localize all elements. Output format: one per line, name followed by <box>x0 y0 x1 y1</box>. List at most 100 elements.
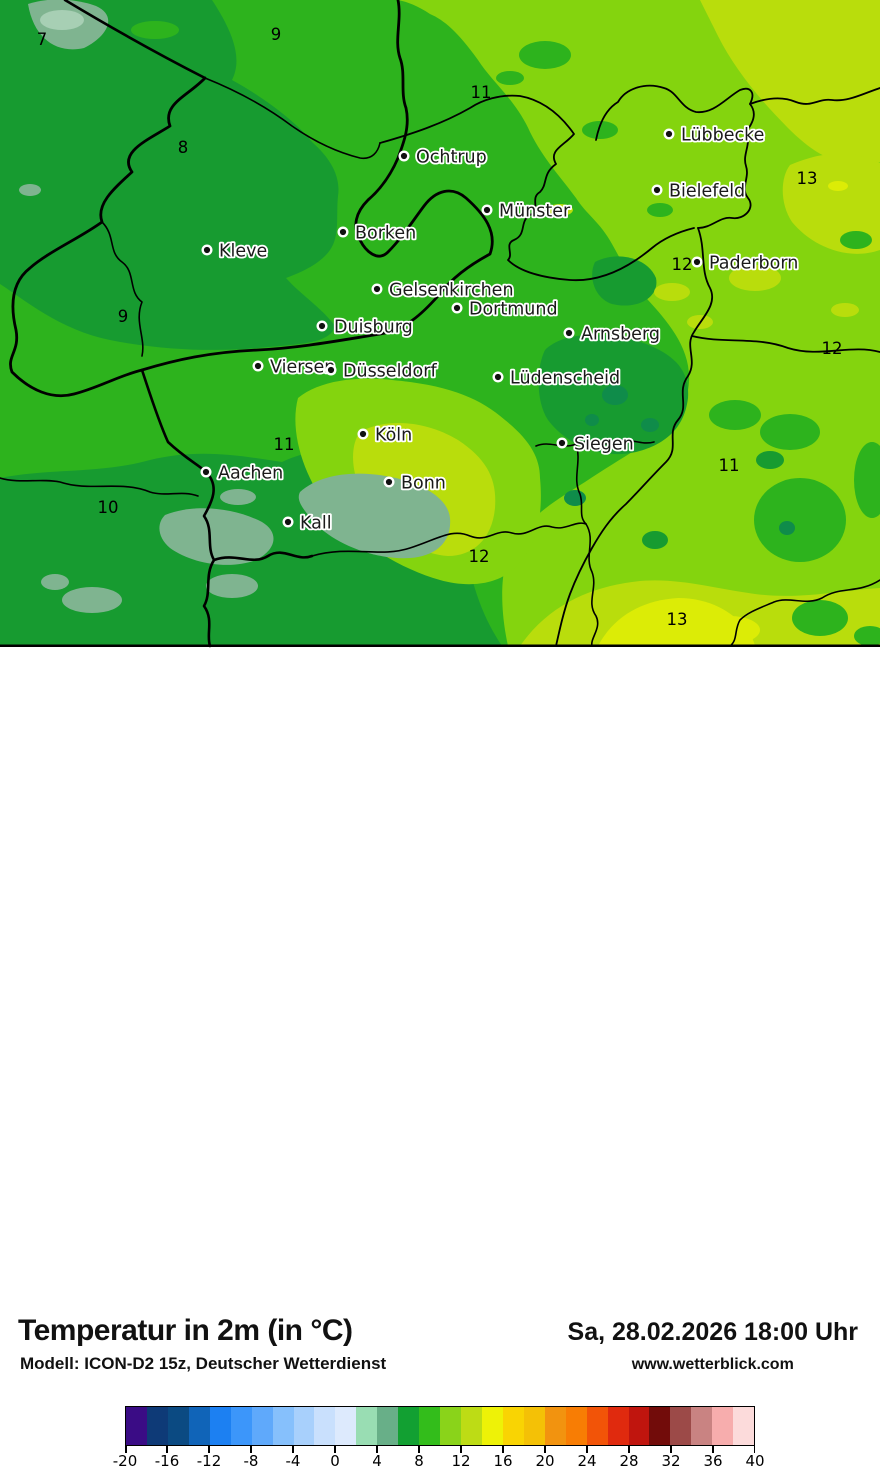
city-dot <box>665 130 673 138</box>
city-label: Viersen <box>270 358 335 378</box>
city-label: Kall <box>300 514 332 534</box>
model-info: Modell: ICON-D2 15z, Deutscher Wetterdie… <box>20 1354 387 1373</box>
city-label: Köln <box>375 426 412 446</box>
city-marker-münster: Münster <box>481 200 573 223</box>
city-dot <box>400 152 408 160</box>
city-label: Paderborn <box>709 254 798 274</box>
colorbar-tick-label: 12 <box>451 1452 471 1470</box>
city-marker-duisburg: Duisburg <box>316 316 415 339</box>
city-label: Ochtrup <box>416 148 487 168</box>
city-marker-kleve: Kleve <box>201 240 269 263</box>
city-dot <box>483 206 491 214</box>
colorbar-cell <box>691 1407 713 1445</box>
colorbar-cell <box>461 1407 482 1445</box>
temperature-field <box>0 0 880 646</box>
colorbar-cell <box>607 1407 629 1445</box>
colorbar-cell <box>272 1407 294 1445</box>
city-label: Bonn <box>401 474 446 494</box>
border-rlp <box>311 522 599 647</box>
colorbar-tick-label: -8 <box>243 1452 259 1470</box>
city-dot <box>453 304 461 312</box>
temp-value-label: 9 <box>271 25 282 44</box>
temp-value-label: 9 <box>118 307 129 326</box>
colorbar-cell <box>146 1407 168 1445</box>
city-marker-gelsenkirchen: Gelsenkirchen <box>371 279 515 302</box>
city-dot <box>653 186 661 194</box>
website-url: www.wetterblick.com <box>631 1356 794 1373</box>
forecast-datetime: Sa, 28.02.2026 18:00 Uhr <box>567 1318 858 1346</box>
city-label: Kleve <box>219 242 267 262</box>
colorbar-cell <box>712 1407 734 1445</box>
colorbar-tick-label: -12 <box>196 1452 222 1470</box>
colorbar-cell <box>314 1407 336 1445</box>
temp-value-label: 12 <box>469 547 490 566</box>
city-marker-bonn: Bonn <box>383 472 448 495</box>
region-darkgreen-northwest <box>0 0 339 350</box>
temp-value-label: 11 <box>471 83 492 102</box>
city-dot <box>359 430 367 438</box>
colorbar-cell <box>544 1407 566 1445</box>
footer: Temperatur in 2m (in °C) Modell: ICON-D2… <box>0 648 880 1470</box>
city-marker-viersen: Viersen <box>252 356 337 379</box>
city-marker-aachen: Aachen <box>200 462 285 485</box>
city-label: Borken <box>355 224 416 244</box>
city-marker-düsseldorf: Düsseldorf <box>325 360 439 383</box>
colorbar-cell <box>356 1407 378 1445</box>
temperature-map: 7 9 8 11 13 12 9 12 11 11 10 12 13 Ochtrup Lübbecke Bi… <box>0 0 880 648</box>
city-dot <box>284 518 292 526</box>
region-warm-northeast-corner <box>700 0 880 165</box>
temp-value-label: 13 <box>797 169 818 188</box>
border-muensterland <box>379 94 695 282</box>
border-netherlands <box>9 0 494 398</box>
colorbar-cell <box>565 1407 587 1445</box>
city-marker-borken: Borken <box>337 222 418 245</box>
colorbar-cell <box>502 1407 524 1445</box>
colorbar-tick-label: 20 <box>535 1452 555 1470</box>
city-dot <box>558 439 566 447</box>
city-dot <box>339 228 347 236</box>
colorbar-cell <box>377 1407 399 1445</box>
colorbar-cell <box>440 1407 461 1445</box>
city-dot <box>254 362 262 370</box>
city-label: Bielefeld <box>669 182 745 202</box>
city-label: Arnsberg <box>581 325 660 345</box>
city-dot <box>327 366 335 374</box>
colorbar-cell <box>649 1407 671 1445</box>
temp-value-label: 12 <box>822 339 843 358</box>
city-label: Aachen <box>218 464 283 484</box>
colorbar-cell <box>481 1407 503 1445</box>
colorbar-cell <box>188 1407 210 1445</box>
colorbar-tick-label: 28 <box>619 1452 639 1470</box>
city-layer: Ochtrup Lübbecke Bielefeld Münster Borken Kle… <box>200 124 800 535</box>
colorbar-tick-label: -4 <box>285 1452 301 1470</box>
city-label: Dortmund <box>469 300 558 320</box>
colorbar-cell <box>523 1407 545 1445</box>
temperature-colorbar: -20 -16 -12 -8 -4 0 4 8 12 16 20 24 28 32 36 40 <box>113 1406 765 1470</box>
city-label: Gelsenkirchen <box>389 281 514 301</box>
city-label: Münster <box>499 202 571 222</box>
city-marker-siegen: Siegen <box>556 433 636 456</box>
temp-value-label: 11 <box>719 456 740 475</box>
map-bottom-edge <box>0 644 880 647</box>
colorbar-cell <box>230 1407 252 1445</box>
colorbar-tick-label: -16 <box>154 1452 180 1470</box>
city-dot <box>693 258 701 266</box>
city-dot <box>202 468 210 476</box>
colorbar-tick-label: 0 <box>330 1452 340 1470</box>
city-marker-bielefeld: Bielefeld <box>651 180 747 203</box>
temp-value-layer: 7 9 8 11 13 12 9 12 11 11 10 12 13 <box>37 25 843 629</box>
city-label: Lüdenscheid <box>510 369 620 389</box>
city-marker-lüdenscheid: Lüdenscheid <box>492 367 622 390</box>
temp-value-label: 13 <box>667 610 688 629</box>
city-label: Lübbecke <box>681 126 764 146</box>
colorbar-tick-label: -20 <box>112 1452 138 1470</box>
colorbar-tick-label: 8 <box>414 1452 424 1470</box>
datetime-block: Sa, 28.02.2026 18:00 Uhr www.wetterblick… <box>568 1318 858 1374</box>
colorbar-cell <box>209 1407 231 1445</box>
region-yellowgreen-east <box>398 0 880 646</box>
colorbar-cell <box>419 1407 441 1445</box>
city-dot <box>203 246 211 254</box>
city-dot <box>318 322 326 330</box>
city-label: Duisburg <box>334 318 413 338</box>
